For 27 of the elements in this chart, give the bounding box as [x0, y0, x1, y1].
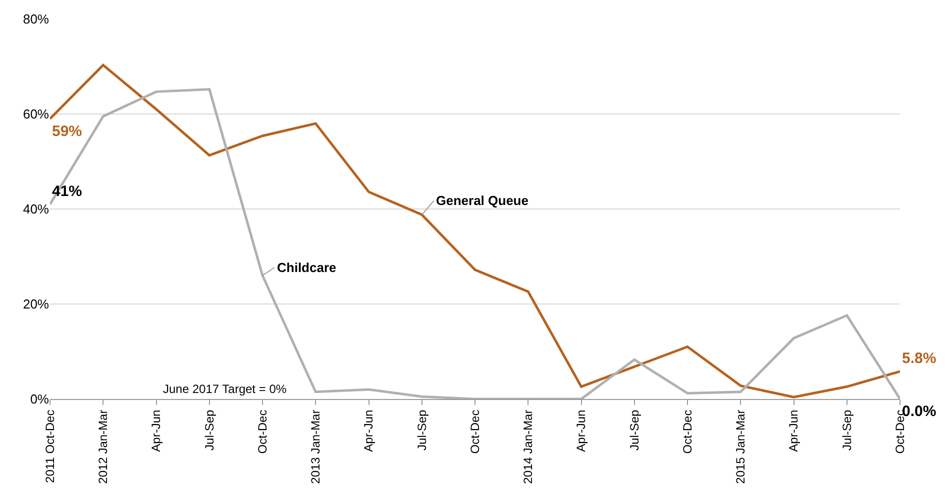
data-label: 5.8% — [902, 350, 936, 367]
x-tick-label: Apr-Jun — [574, 410, 588, 452]
x-tick-label: Oct-Dec — [468, 410, 482, 454]
x-tick-label: Jul-Sep — [414, 409, 429, 450]
x-tick-label: Apr-Jun — [786, 410, 801, 452]
x-tick-label: Jul-Sep — [627, 409, 642, 450]
x-tick-label: Apr-Jun — [149, 410, 164, 452]
x-tick-label: Jul-Sep — [202, 409, 216, 450]
y-tick-label: 0% — [30, 392, 50, 407]
y-tick-label: 80% — [22, 12, 50, 27]
y-tick-label: 40% — [22, 202, 50, 217]
series-label: Childcare — [277, 260, 336, 275]
x-tick-label: Oct-Dec — [255, 410, 270, 454]
data-label: 59% — [52, 123, 82, 140]
x-tick-label: 2011 Oct-Dec — [42, 410, 57, 483]
x-tick-label: Jul-Sep — [840, 409, 854, 450]
x-tick-label: Oct-Dec — [680, 410, 694, 454]
x-tick-label: 2015 Jan-Mar — [734, 410, 748, 484]
series-label: General Queue — [436, 193, 528, 208]
x-tick-label: 2013 Jan-Mar — [308, 410, 323, 484]
y-tick-label: 20% — [22, 296, 50, 312]
x-tick-label: Apr-Jun — [362, 410, 376, 452]
annotation: June 2017 Target = 0% — [163, 382, 287, 396]
x-tick-label: 2014 Jan-Mar — [521, 410, 536, 484]
x-tick-label: 2012 Jan-Mar — [96, 410, 110, 484]
y-tick-label: 60% — [22, 106, 50, 122]
data-label: 41% — [52, 183, 82, 200]
